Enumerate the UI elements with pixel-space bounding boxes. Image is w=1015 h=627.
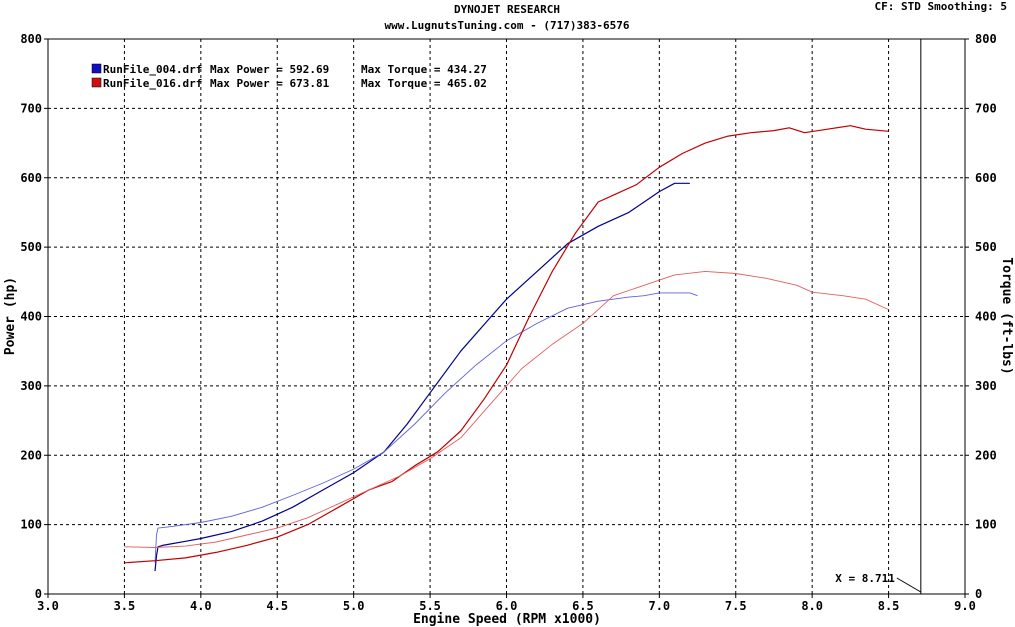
chart-subtitle: www.LugnutsTuning.com - (717)383-6576 xyxy=(384,19,629,32)
x-tick-label: 4.5 xyxy=(266,599,288,613)
legend-swatch-1 xyxy=(91,63,102,74)
legend-file-2: RunFile_016.drf xyxy=(103,77,202,90)
x-axis-label: Engine Speed (RPM x1000) xyxy=(413,612,601,627)
x-tick-label: 7.5 xyxy=(725,599,747,613)
y2-tick-label: 700 xyxy=(975,101,997,115)
x-tick-label: 3.5 xyxy=(114,599,136,613)
y2-tick-label: 300 xyxy=(975,379,997,393)
x-tick-label: 5.5 xyxy=(419,599,441,613)
series-line-2 xyxy=(154,292,698,563)
y2-tick-label: 800 xyxy=(975,32,997,46)
settings-readout: CF: STD Smoothing: 5 xyxy=(875,0,1007,13)
y-tick-label: 0 xyxy=(35,587,42,601)
x-tick-label: 8.5 xyxy=(878,599,900,613)
y-tick-label: 600 xyxy=(20,171,42,185)
cursor-leader xyxy=(896,577,922,593)
series-line-1 xyxy=(154,182,690,572)
y-axis-label: Power (hp) xyxy=(3,277,18,355)
legend-torque-2: Max Torque = 465.02 xyxy=(361,77,487,90)
y-tick-label: 500 xyxy=(20,240,42,254)
legend-file-1: RunFile_004.drf xyxy=(103,63,202,76)
y2-tick-label: 200 xyxy=(975,448,997,462)
x-tick-label: 3.0 xyxy=(37,599,59,613)
y-tick-label: 200 xyxy=(20,448,42,462)
y-tick-label: 700 xyxy=(20,101,42,115)
series-line-3 xyxy=(124,125,889,564)
x-tick-label: 4.0 xyxy=(190,599,212,613)
chart-title: DYNOJET RESEARCH xyxy=(454,3,560,16)
legend-torque-1: Max Torque = 434.27 xyxy=(361,63,487,76)
y-tick-label: 800 xyxy=(20,32,42,46)
y2-tick-label: 100 xyxy=(975,518,997,532)
y2-tick-label: 600 xyxy=(975,171,997,185)
y2-tick-label: 0 xyxy=(975,587,982,601)
legend-power-2: Max Power = 673.81 xyxy=(210,77,330,90)
cursor-readout: X = 8.711 xyxy=(835,572,895,585)
x-tick-label: 5.0 xyxy=(343,599,365,613)
x-tick-label: 9.0 xyxy=(954,599,976,613)
x-tick-label: 6.5 xyxy=(572,599,594,613)
legend-power-1: Max Power = 592.69 xyxy=(210,63,329,76)
y2-tick-label: 500 xyxy=(975,240,997,254)
tick-labels: 3.0 3.5 4.0 4.5 5.0 5.5 6.0 6.5 7.0 7.5 8.0 8.5 9.00… xyxy=(20,32,996,613)
x-tick-label: 6.0 xyxy=(496,599,518,613)
y-tick-label: 400 xyxy=(20,310,42,324)
x-tick-label: 7.0 xyxy=(648,599,670,613)
y-tick-label: 100 xyxy=(20,518,42,532)
legend-swatch-2 xyxy=(91,77,102,88)
y2-axis-label: Torque (ft-lbs) xyxy=(999,257,1014,374)
x-tick-label: 8.0 xyxy=(801,599,823,613)
series-line-4 xyxy=(124,270,889,548)
y2-tick-label: 400 xyxy=(975,310,997,324)
legend: RunFile_004.drf Max Power = 592.69 Max T… xyxy=(91,63,487,90)
y-tick-label: 300 xyxy=(20,379,42,393)
series-group xyxy=(124,125,889,572)
